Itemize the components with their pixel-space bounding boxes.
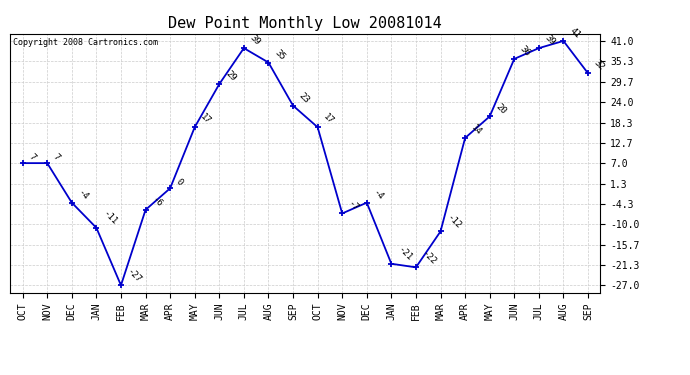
Text: -6: -6 bbox=[150, 195, 164, 209]
Text: 7: 7 bbox=[27, 152, 37, 162]
Text: 17: 17 bbox=[199, 112, 213, 126]
Text: 41: 41 bbox=[568, 26, 582, 40]
Text: -11: -11 bbox=[101, 209, 118, 227]
Text: -7: -7 bbox=[346, 199, 360, 213]
Text: -12: -12 bbox=[444, 213, 462, 231]
Text: 0: 0 bbox=[175, 177, 184, 188]
Text: -22: -22 bbox=[420, 249, 438, 267]
Text: -27: -27 bbox=[125, 267, 143, 285]
Text: 23: 23 bbox=[297, 91, 311, 105]
Text: 17: 17 bbox=[322, 112, 336, 126]
Text: -4: -4 bbox=[371, 188, 385, 202]
Text: -4: -4 bbox=[76, 188, 90, 202]
Text: 39: 39 bbox=[543, 33, 557, 47]
Text: 32: 32 bbox=[592, 58, 606, 72]
Text: 29: 29 bbox=[224, 69, 237, 83]
Text: Copyright 2008 Cartronics.com: Copyright 2008 Cartronics.com bbox=[13, 38, 158, 46]
Title: Dew Point Monthly Low 20081014: Dew Point Monthly Low 20081014 bbox=[168, 16, 442, 31]
Text: 39: 39 bbox=[248, 33, 262, 47]
Text: 7: 7 bbox=[51, 152, 61, 162]
Text: 36: 36 bbox=[518, 44, 533, 58]
Text: 14: 14 bbox=[469, 123, 483, 137]
Text: 35: 35 bbox=[273, 48, 286, 62]
Text: -21: -21 bbox=[395, 245, 413, 263]
Text: 20: 20 bbox=[494, 102, 508, 115]
